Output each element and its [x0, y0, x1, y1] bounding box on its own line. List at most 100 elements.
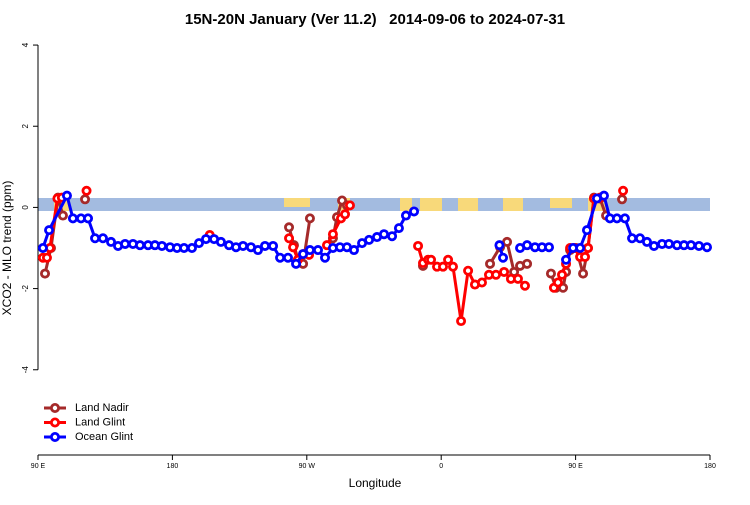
- data-point: [252, 245, 263, 256]
- y-tick-label: -4: [21, 366, 30, 374]
- data-point: [288, 242, 299, 253]
- data-point: [557, 269, 568, 280]
- x-tick-label: 180: [704, 463, 716, 470]
- data-point: [364, 234, 375, 245]
- data-point: [598, 190, 609, 201]
- data-point: [619, 213, 630, 224]
- data-point: [200, 234, 211, 245]
- land-patch: [420, 198, 442, 211]
- data-point: [545, 268, 556, 279]
- data-point: [387, 231, 398, 242]
- data-point: [275, 252, 286, 263]
- data-point: [611, 213, 622, 224]
- data-point: [327, 229, 338, 240]
- data-point: [456, 316, 467, 327]
- data-point: [344, 200, 355, 211]
- data-point: [80, 194, 91, 205]
- data-point: [291, 258, 302, 269]
- y-tick-label: 4: [21, 42, 30, 47]
- ocean-band: [38, 198, 710, 211]
- data-point: [693, 240, 704, 251]
- data-point: [663, 238, 674, 249]
- data-point: [617, 194, 628, 205]
- data-point: [649, 240, 660, 251]
- data-point: [476, 277, 487, 288]
- data-point: [544, 242, 555, 253]
- data-point: [522, 258, 533, 269]
- data-point: [634, 233, 645, 244]
- data-point: [498, 252, 509, 263]
- data-point: [61, 190, 72, 201]
- data-point: [268, 240, 279, 251]
- y-axis-label: XCO2 - MLO trend (ppm): [0, 181, 14, 316]
- data-point: [298, 249, 309, 260]
- data-point: [485, 258, 496, 269]
- data-point: [97, 233, 108, 244]
- data-point: [447, 261, 458, 272]
- x-tick-label: 90 E: [31, 463, 46, 470]
- land-patch: [284, 198, 310, 207]
- land-patch: [503, 198, 523, 211]
- data-point: [491, 269, 502, 280]
- data-point: [641, 236, 652, 247]
- x-axis-label: Longitude: [349, 476, 402, 490]
- data-point: [90, 233, 101, 244]
- data-point: [340, 209, 351, 220]
- land-patch: [458, 198, 478, 211]
- data-point: [627, 233, 638, 244]
- data-point: [379, 229, 390, 240]
- data-point: [582, 242, 593, 253]
- x-tick-label: 90 W: [299, 463, 316, 470]
- data-point: [83, 213, 94, 224]
- data-point: [426, 254, 437, 265]
- y-tick-label: 0: [21, 205, 30, 210]
- legend-label: Ocean Glint: [75, 431, 133, 443]
- data-point: [463, 265, 474, 276]
- data-point: [284, 233, 295, 244]
- y-tick-label: 2: [21, 123, 30, 128]
- data-point: [67, 213, 78, 224]
- data-point: [552, 277, 563, 288]
- data-point: [193, 238, 204, 249]
- x-tick-label: 180: [167, 463, 179, 470]
- data-point: [348, 245, 359, 256]
- data-point: [499, 266, 510, 277]
- data-point: [686, 240, 697, 251]
- data-point: [284, 222, 295, 233]
- data-point: [106, 236, 117, 247]
- data-point: [561, 254, 572, 265]
- data-point: [37, 242, 48, 253]
- data-point: [179, 242, 190, 253]
- chart-title: 15N-20N January (Ver 11.2) 2014-09-06 to…: [185, 11, 565, 28]
- x-tick-label: 0: [439, 463, 443, 470]
- data-point: [413, 240, 424, 251]
- data-point: [702, 242, 713, 253]
- data-point: [282, 252, 293, 263]
- y-tick-label: -2: [21, 284, 30, 292]
- data-point: [40, 268, 51, 279]
- data-point: [512, 273, 523, 284]
- data-point: [502, 236, 513, 247]
- data-point: [581, 225, 592, 236]
- data-point: [437, 261, 448, 272]
- data-point: [580, 251, 591, 262]
- data-point: [215, 236, 226, 247]
- data-point: [409, 206, 420, 217]
- data-point: [44, 225, 55, 236]
- data-point: [156, 240, 167, 251]
- data-point: [393, 223, 404, 234]
- data-point: [519, 280, 530, 291]
- legend-label: Land Glint: [75, 416, 125, 428]
- data-point: [81, 185, 92, 196]
- legend-marker: [50, 402, 61, 413]
- legend-marker: [50, 417, 61, 428]
- data-point: [320, 252, 331, 263]
- data-point: [238, 240, 249, 251]
- surface-band: [38, 198, 710, 211]
- land-patch: [400, 198, 412, 211]
- data-point: [304, 213, 315, 224]
- data-point: [618, 185, 629, 196]
- data-point: [134, 240, 145, 251]
